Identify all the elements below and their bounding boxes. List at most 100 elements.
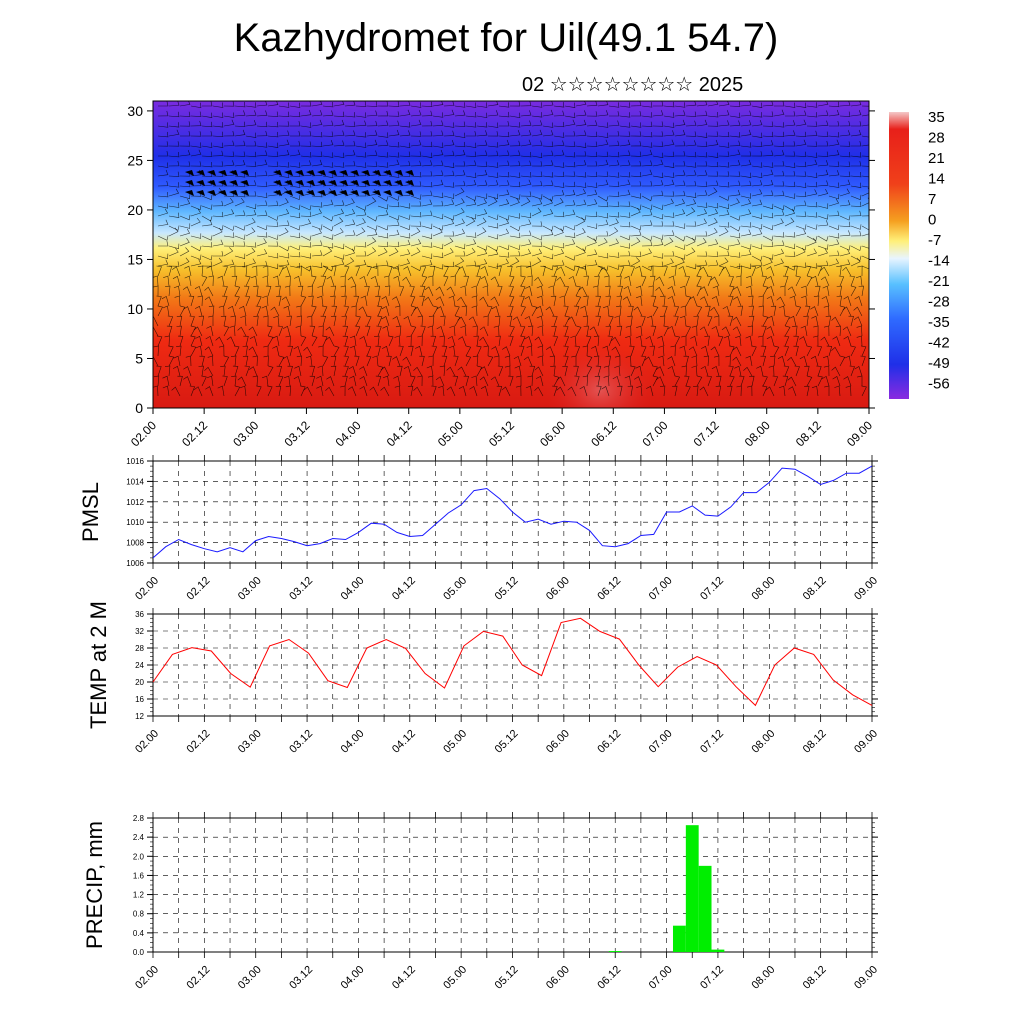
wind-barb: [659, 315, 666, 327]
wind-barb: [679, 315, 687, 327]
wind-barb: [465, 142, 477, 149]
x-tick-label: 04.00: [339, 575, 367, 603]
wind-barb-bold: [383, 190, 392, 196]
wind-barb: [355, 227, 366, 237]
y-tick-label: 5: [135, 350, 143, 366]
wind-barb: [850, 257, 861, 267]
wind-barb: [520, 219, 532, 227]
wind-barb: [222, 375, 228, 387]
wind-barb: [237, 326, 247, 337]
wind-barb: [817, 131, 829, 137]
wind-barb: [784, 205, 796, 212]
wind-barb: [172, 275, 181, 287]
wind-barb: [399, 214, 411, 220]
wind-barb: [223, 197, 234, 207]
wind-barb: [435, 296, 445, 307]
wind-barb: [843, 296, 852, 307]
x-tick-label: 09.00: [852, 728, 880, 756]
wind-barb: [751, 180, 763, 187]
wind-barb: [267, 385, 273, 397]
wind-barb: [700, 365, 709, 377]
wind-barb: [300, 211, 312, 217]
wind-barb: [409, 285, 415, 297]
wind-barb: [495, 335, 501, 347]
wind-barb: [413, 386, 423, 397]
x-tick-label: 04.00: [333, 418, 364, 449]
wind-barb: [729, 239, 741, 247]
wind-barb: [671, 265, 677, 277]
wind-barb: [344, 101, 356, 107]
wind-barb: [388, 335, 394, 347]
wind-barb: [705, 305, 711, 317]
wind-barb: [355, 152, 367, 158]
wind-barb: [674, 140, 686, 147]
wind-barb: [696, 285, 702, 297]
y-tick-label: 20: [135, 678, 144, 687]
wind-barb: [157, 141, 169, 147]
wind-barb: [718, 151, 730, 157]
wind-barb: [542, 150, 554, 157]
wind-barb: [542, 101, 554, 107]
wind-barb: [490, 276, 500, 287]
wind-barb: [377, 120, 389, 127]
wind-barb: [773, 181, 785, 187]
wind-barb: [721, 266, 731, 277]
wind-barb: [410, 265, 422, 272]
wind-barb: [476, 112, 488, 119]
wind-barb: [542, 264, 554, 271]
wind-barb: [641, 131, 653, 138]
wind-barb: [443, 101, 455, 107]
wind-barb: [553, 102, 565, 108]
wind-barb: [509, 150, 521, 157]
wind-barb: [604, 275, 610, 287]
x-tick-label: 07.00: [639, 418, 670, 449]
wind-barb: [432, 112, 444, 118]
wind-barb: [201, 219, 213, 227]
wind-barb: [300, 141, 312, 147]
wind-barb: [359, 386, 368, 397]
wind-barb: [440, 315, 446, 327]
wind-barb: [410, 102, 422, 108]
wind-barb: [683, 355, 689, 367]
wind-barb: [842, 306, 852, 317]
wind-barb: [674, 190, 686, 197]
wind-barb: [828, 161, 840, 167]
wind-barb: [376, 315, 383, 327]
wind-barb: [432, 200, 444, 207]
wind-barb: [832, 336, 841, 347]
wind-barb: [342, 325, 348, 337]
wind-barb: [359, 275, 368, 287]
wind-barb: [704, 335, 710, 347]
wind-barb: [223, 355, 230, 367]
wind-barb: [245, 217, 256, 227]
wind-barb-bold: [196, 190, 205, 196]
wind-barb: [168, 225, 180, 231]
wind-barb: [789, 315, 797, 327]
wind-barb: [728, 275, 734, 287]
wind-barb: [403, 365, 412, 377]
wind-barb: [168, 122, 180, 128]
wind-barb: [153, 275, 159, 287]
wind-barb: [223, 232, 235, 238]
wind-barb: [762, 169, 774, 177]
wind-barb: [388, 214, 400, 221]
wind-barb: [176, 345, 182, 357]
wind-barb: [355, 101, 367, 107]
wind-barb: [300, 295, 307, 307]
wind-barb: [633, 306, 643, 317]
wind-barb: [410, 227, 421, 237]
wind-barb: [190, 233, 202, 239]
wind-barb: [663, 172, 675, 178]
wind-barb-bold: [229, 190, 238, 196]
wind-barb: [398, 345, 404, 357]
wind-barb: [267, 215, 279, 221]
wind-barb: [663, 112, 675, 118]
wind-barb: [751, 132, 763, 138]
wind-barb: [294, 275, 302, 287]
wind-barb: [164, 365, 171, 377]
wind-barb-bold: [328, 190, 337, 196]
wind-barb: [817, 235, 829, 242]
wind-barb: [285, 335, 291, 347]
wind-barb: [201, 255, 213, 261]
wind-barb: [575, 325, 582, 337]
